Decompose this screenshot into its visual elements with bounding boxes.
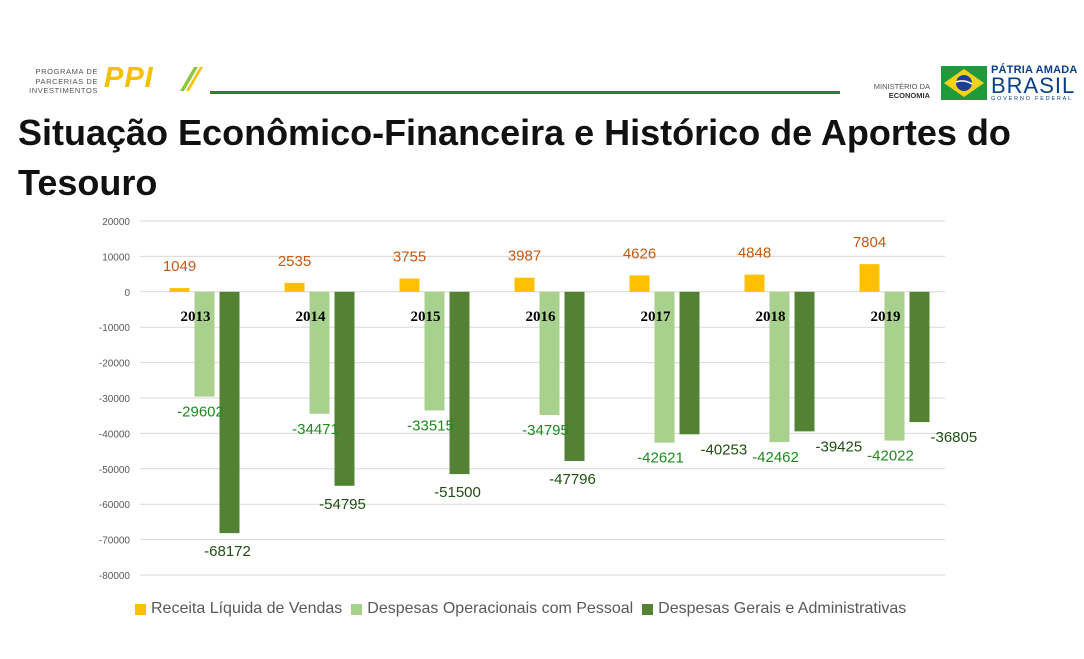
data-label-receita: 7804 — [853, 234, 886, 251]
labels-layer: 1049 -29602 -68172 2013 2535 -34471 -54795 2014… — [163, 234, 977, 560]
brasil-line: PÁTRIA AMADA — [991, 64, 1078, 76]
data-label-pessoal: -42022 — [867, 448, 914, 465]
data-label-pessoal: -42621 — [637, 450, 684, 467]
ppi-program-text: PROGRAMA DE PARCERIAS DE INVESTIMENTOS — [18, 67, 98, 96]
bar-pessoal — [884, 291, 905, 441]
data-label-pessoal: -29602 — [177, 404, 224, 421]
data-label-gerais: -54795 — [319, 496, 366, 513]
data-label-pessoal: -33515 — [407, 417, 454, 434]
ppi-text-line: PROGRAMA DE — [35, 67, 98, 76]
header-rule — [210, 91, 840, 94]
ministerio-line: ECONOMIA — [888, 91, 930, 100]
bar-pessoal — [309, 291, 330, 414]
y-tick-label: -50000 — [99, 465, 131, 476]
bar-gerais — [449, 291, 470, 475]
data-label-gerais: -36805 — [931, 429, 978, 446]
x-category-label: 2013 — [181, 309, 211, 325]
data-label-pessoal: -34471 — [292, 421, 339, 438]
y-tick-label: 10000 — [102, 252, 130, 263]
bar-pessoal — [194, 291, 215, 397]
data-label-gerais: -68172 — [204, 543, 251, 560]
data-label-gerais: -47796 — [549, 471, 596, 488]
bars-layer — [169, 264, 930, 534]
data-label-receita: 1049 — [163, 258, 196, 275]
bar-receita — [859, 264, 880, 292]
data-label-receita: 3987 — [508, 248, 541, 265]
legend-label: Despesas Operacionais com Pessoal — [367, 600, 634, 617]
data-label-gerais: -40253 — [701, 441, 748, 458]
data-label-receita: 4626 — [623, 245, 656, 262]
x-category-label: 2018 — [756, 309, 786, 325]
bar-receita — [629, 275, 650, 292]
x-category-label: 2014 — [296, 309, 327, 325]
x-category-label: 2015 — [411, 309, 441, 325]
patria-amada-brasil-logo: PÁTRIA AMADA BRASIL GOVERNO FEDERAL — [991, 64, 1078, 103]
data-label-receita: 2535 — [278, 253, 311, 270]
legend-label: Despesas Gerais e Administrativas — [658, 600, 907, 617]
page-title-line: Situação Econômico-Financeira e Históric… — [18, 112, 1011, 153]
data-label-pessoal: -34795 — [522, 422, 569, 439]
x-category-label: 2017 — [641, 309, 672, 325]
data-label-gerais: -51500 — [434, 484, 481, 501]
ppi-logo: PPI — [104, 62, 154, 94]
bar-gerais — [679, 291, 700, 435]
legend-swatch-gerais — [642, 603, 654, 615]
y-tick-label: -80000 — [99, 571, 131, 582]
y-tick-label: -70000 — [99, 536, 131, 547]
ppi-text-line: PARCERIAS DE — [35, 76, 98, 86]
brasil-line: BRASIL — [991, 73, 1076, 98]
legend-item: Despesas Gerais e Administrativas — [642, 600, 906, 618]
y-tick-label: -40000 — [99, 429, 131, 440]
bar-receita — [169, 288, 190, 292]
bar-receita — [744, 274, 765, 292]
data-label-pessoal: -42462 — [752, 449, 799, 466]
legend-label: Receita Líquida de Vendas — [151, 600, 343, 617]
x-category-label: 2019 — [871, 309, 901, 325]
bar-gerais — [564, 291, 585, 461]
bar-gerais — [219, 291, 240, 534]
brasil-line: GOVERNO FEDERAL — [991, 96, 1074, 102]
bar-receita — [514, 277, 535, 292]
bar-pessoal — [654, 291, 675, 443]
ppi-stripes-icon — [180, 67, 203, 91]
bar-gerais — [909, 291, 930, 423]
legend-item: Despesas Operacionais com Pessoal — [351, 600, 633, 618]
ministerio-line: MINISTÉRIO DA — [873, 82, 930, 91]
header: PROGRAMA DE PARCERIAS DE INVESTIMENTOS P… — [0, 0, 1084, 110]
data-label-receita: 3755 — [393, 249, 426, 266]
bar-pessoal — [539, 291, 560, 415]
data-label-receita: 4848 — [738, 245, 771, 262]
y-tick-label: 20000 — [102, 217, 130, 228]
ppi-text-line: INVESTIMENTOS — [29, 86, 98, 95]
legend-swatch-receita — [135, 603, 146, 615]
x-category-label: 2016 — [526, 309, 557, 325]
legend-swatch-pessoal — [351, 603, 363, 615]
y-tick-label: 0 — [124, 288, 130, 299]
y-tick-label: -20000 — [99, 359, 131, 370]
y-tick-label: -60000 — [99, 500, 131, 511]
ministerio-economia-text: MINISTÉRIO DA ECONOMIA — [866, 82, 930, 100]
y-tick-label: -30000 — [99, 394, 131, 405]
bar-receita — [399, 278, 420, 292]
data-label-gerais: -39425 — [816, 438, 863, 455]
y-tick-label: -10000 — [99, 323, 131, 334]
legend-item: Receita Líquida de Vendas — [135, 600, 342, 618]
bar-gerais — [794, 291, 815, 432]
page-title-line: Tesouro — [18, 162, 158, 203]
brazil-flag-icon — [941, 66, 987, 100]
bar-pessoal — [769, 291, 790, 443]
bar-pessoal — [424, 291, 445, 411]
page-title: Situação Econômico-Financeira e Históric… — [18, 108, 1058, 208]
bar-gerais — [334, 291, 355, 486]
bar-receita — [284, 282, 305, 292]
legend: Receita Líquida de Vendas Despesas Opera… — [135, 598, 915, 620]
